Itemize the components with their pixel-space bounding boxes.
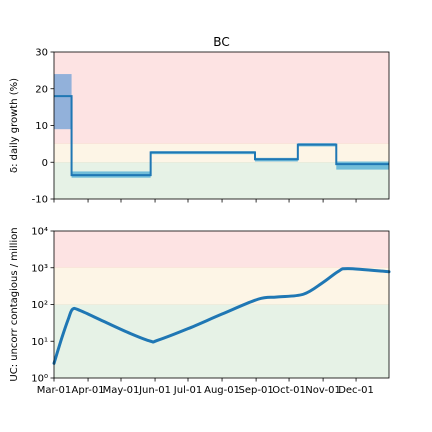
y-axis-label: δ: daily growth (%) (9, 78, 20, 173)
x-tick-label: Sep-01 (239, 385, 274, 396)
y-tick-label: 10⁰ (31, 374, 48, 385)
background-bands (54, 231, 389, 379)
background-band (54, 304, 389, 378)
y-tick-label: 0 (42, 158, 48, 169)
y-tick-label: 10⁴ (31, 227, 48, 238)
x-tick-label: Jun-01 (138, 385, 171, 396)
y-tick-label: 30 (35, 48, 48, 59)
chart-title: BC (213, 35, 229, 49)
confidence-band (54, 74, 72, 130)
x-tick-label: Aug-01 (204, 385, 240, 396)
y-axis-label: UC: uncorr contagious / million (9, 227, 20, 381)
background-band (54, 231, 389, 268)
x-tick-label: Oct-01 (272, 385, 306, 396)
y-tick-label: 10² (31, 300, 48, 311)
y-tick-label: 20 (35, 84, 48, 95)
y-tick-label: 10 (35, 121, 48, 132)
x-tick-label: Nov-01 (305, 385, 341, 396)
growth-series-line (54, 95, 389, 177)
x-axis-ticks (53, 199, 357, 203)
background-bands (54, 52, 389, 200)
x-tick-label: Apr-01 (72, 385, 105, 396)
y-tick-label: -10 (32, 195, 48, 206)
background-band (54, 267, 389, 305)
x-tick-label: Dec-01 (338, 385, 374, 396)
contagious-series-line (52, 267, 391, 365)
confidence-band (336, 161, 389, 170)
growth-panel: BC -10 0 10 20 30 δ: daily growth (%) (9, 35, 390, 206)
y-tick-label: 10¹ (31, 337, 48, 348)
y-tick-label: 10³ (31, 263, 48, 274)
x-tick-label: Mar-01 (37, 385, 72, 396)
x-tick-label: Jul-01 (173, 385, 202, 396)
background-band (54, 162, 389, 199)
background-band (54, 52, 389, 144)
y-axis-ticks: 10⁰ 10¹ 10² 10³ 10⁴ (31, 227, 54, 385)
x-tick-label: May-01 (103, 385, 140, 396)
y-axis-ticks: -10 0 10 20 30 (32, 48, 54, 206)
